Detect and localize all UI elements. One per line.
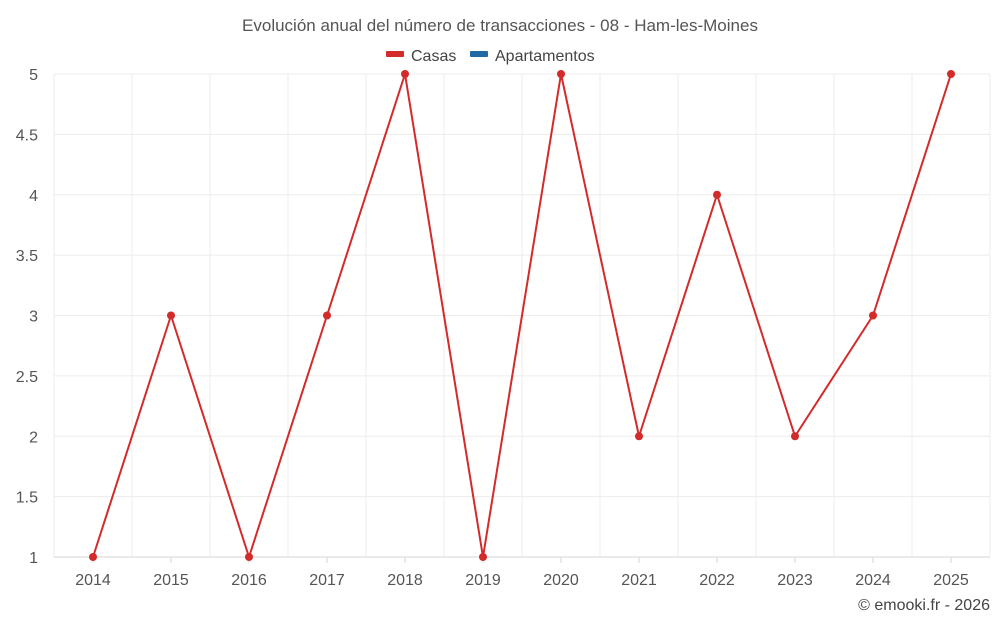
legend-swatch-casas [386,51,404,57]
data-point-2020[interactable] [557,70,565,78]
x-tick-label: 2017 [309,572,345,589]
legend-label-apartamentos: Apartamentos [495,48,595,65]
x-tick-label: 2024 [855,572,891,589]
y-tick-label: 4 [29,188,38,205]
y-tick-label: 4.5 [16,127,38,144]
data-point-2017[interactable] [323,312,331,320]
data-point-2022[interactable] [713,191,721,199]
data-point-2015[interactable] [167,312,175,320]
x-tick-label: 2016 [231,572,267,589]
x-tick-label: 2020 [543,572,579,589]
credit-text: © emooki.fr - 2026 [858,597,990,614]
y-tick-label: 3 [29,309,38,326]
x-tick-label: 2023 [777,572,813,589]
x-tick-label: 2025 [933,572,969,589]
chart-container: Evolución anual del número de transaccio… [0,0,1000,625]
x-tick-label: 2018 [387,572,423,589]
data-point-2018[interactable] [401,70,409,78]
y-tick-label: 3.5 [16,248,38,265]
legend-swatch-apartamentos [470,51,488,57]
legend: Casas Apartamentos [386,48,595,65]
x-axis: 2014 2015 2016 2017 2018 2019 2020 2021 2022 2023… [54,557,990,589]
data-point-2025[interactable] [947,70,955,78]
legend-item-apartamentos[interactable]: Apartamentos [470,48,595,65]
data-point-2019[interactable] [479,553,487,561]
y-tick-label: 1.5 [16,490,38,507]
y-tick-label: 2.5 [16,369,38,386]
data-point-2014[interactable] [89,553,97,561]
line-chart: Evolución anual del número de transaccio… [0,0,1000,625]
x-tick-label: 2015 [153,572,189,589]
data-point-2023[interactable] [791,432,799,440]
y-tick-label: 1 [29,550,38,567]
chart-title: Evolución anual del número de transaccio… [242,16,758,35]
y-tick-label: 5 [29,67,38,84]
data-point-2024[interactable] [869,312,877,320]
x-tick-label: 2019 [465,572,501,589]
data-point-2021[interactable] [635,432,643,440]
x-tick-label: 2022 [699,572,735,589]
x-tick-label: 2021 [621,572,657,589]
x-tick-label: 2014 [75,572,111,589]
legend-label-casas: Casas [411,48,456,65]
y-axis: 1 1.5 2 2.5 3 3.5 4 4.5 5 [16,67,38,567]
y-tick-label: 2 [29,429,38,446]
data-point-2016[interactable] [245,553,253,561]
legend-item-casas[interactable]: Casas [386,48,456,65]
